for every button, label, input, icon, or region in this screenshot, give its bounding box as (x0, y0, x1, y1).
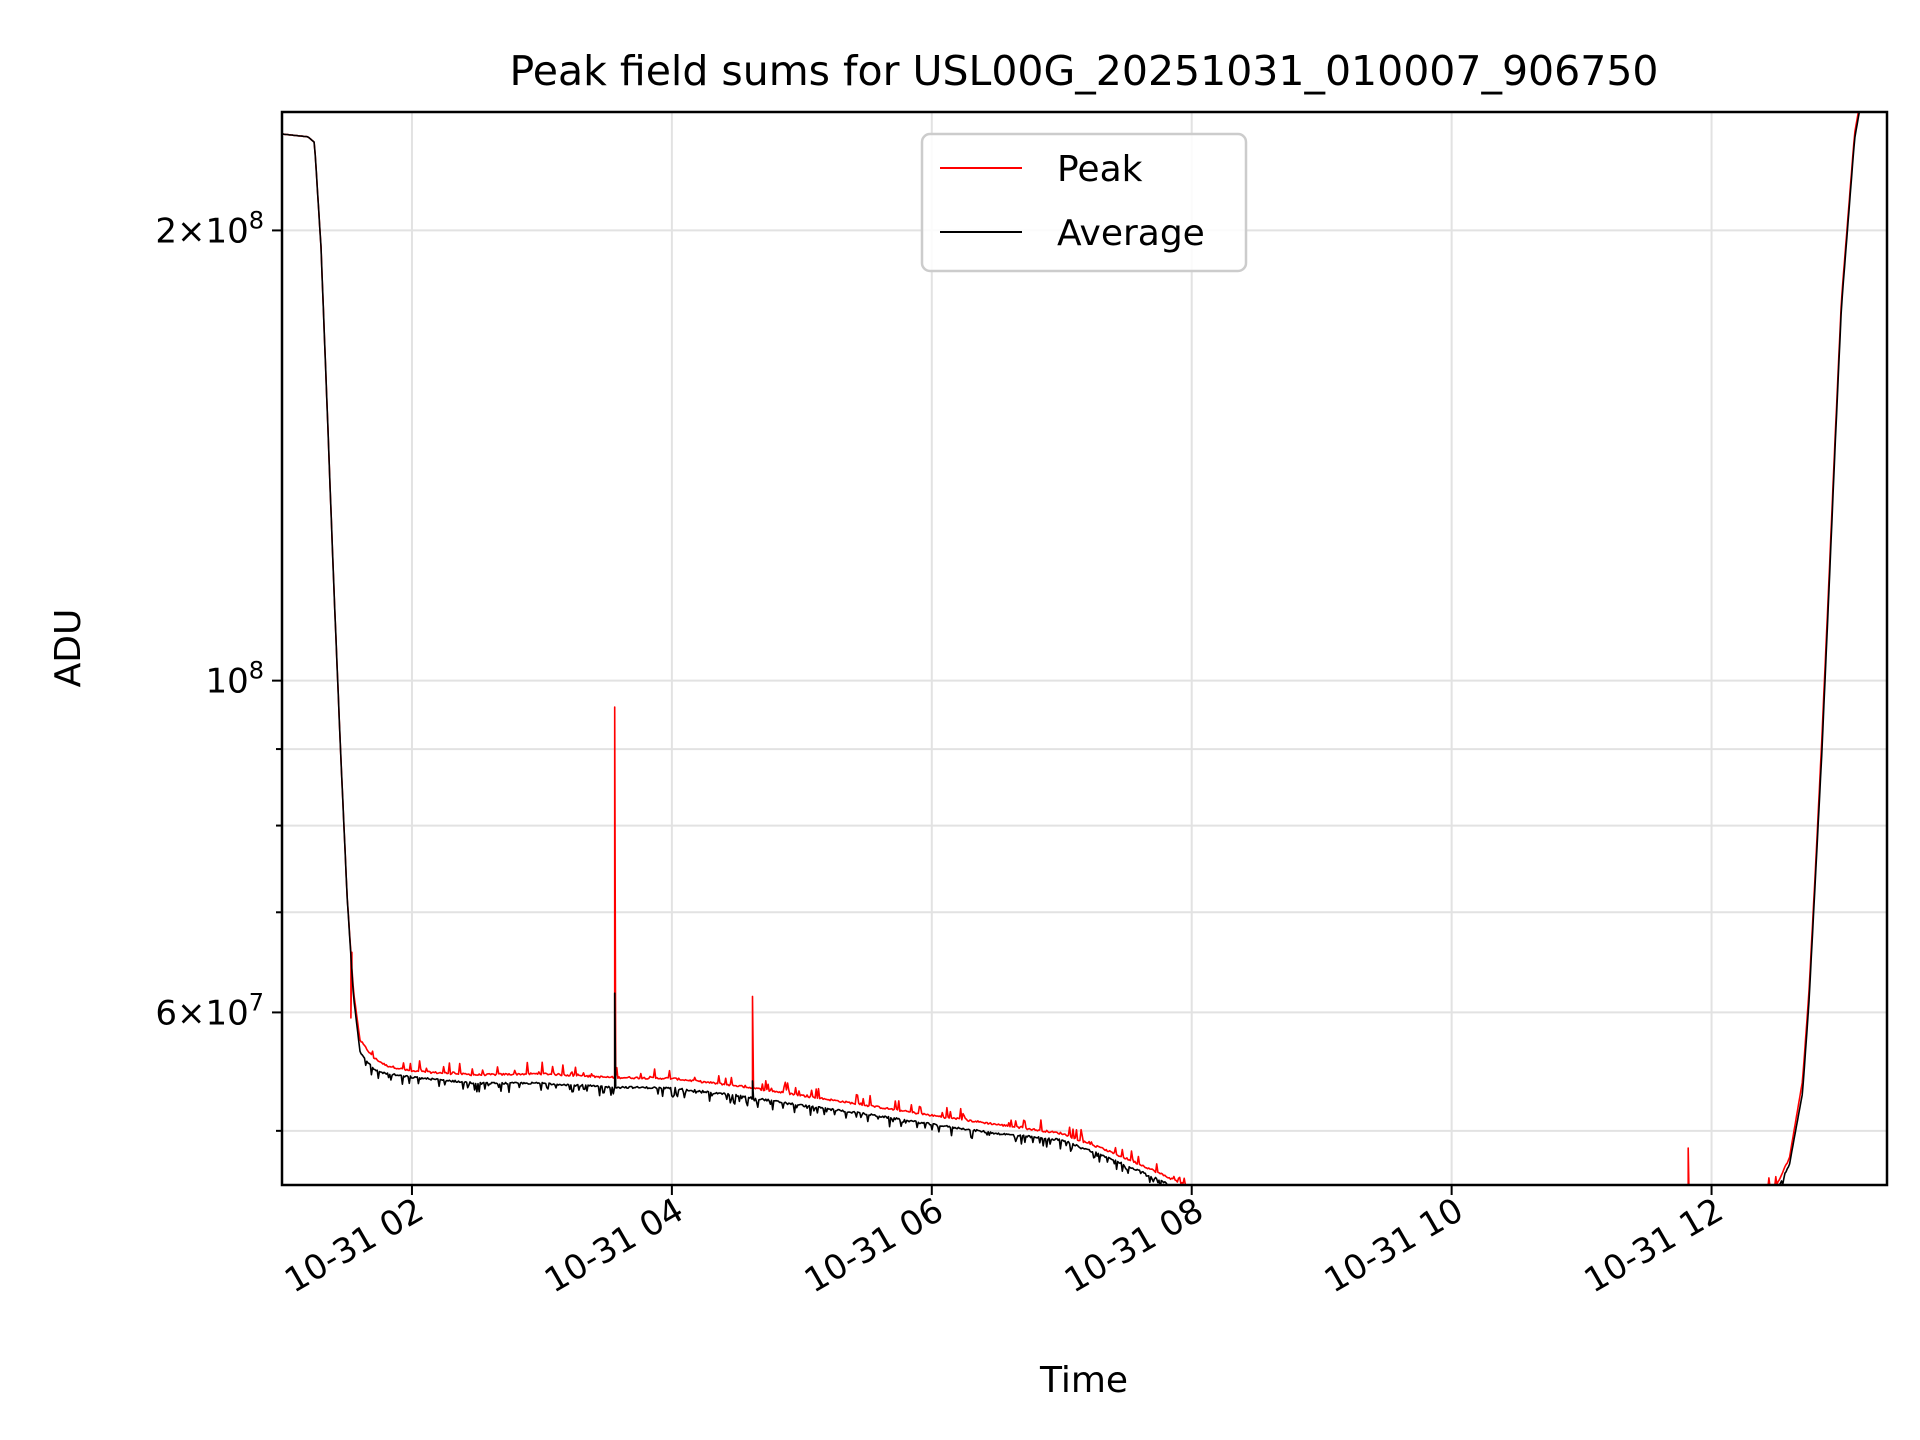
y-axis-label: ADU (48, 609, 89, 688)
y-tick-label: 108 (205, 657, 264, 702)
y-tick-label: 6×107 (155, 988, 264, 1033)
plot-frame (280, 110, 1889, 1187)
series-layer (282, 112, 1861, 1185)
grid (282, 112, 1887, 1185)
series-line-average (282, 112, 1861, 1185)
series-line-peak (282, 112, 1860, 1185)
chart-title: Peak field sums for USL00G_20251031_0100… (509, 47, 1658, 95)
legend-average-label: Average (1057, 213, 1205, 254)
legend-peak-label: Peak (1057, 149, 1143, 190)
legend: Peak Average (920, 132, 1248, 273)
x-axis-label: Time (1039, 1360, 1128, 1401)
y-tick-label: 2×108 (155, 206, 264, 251)
